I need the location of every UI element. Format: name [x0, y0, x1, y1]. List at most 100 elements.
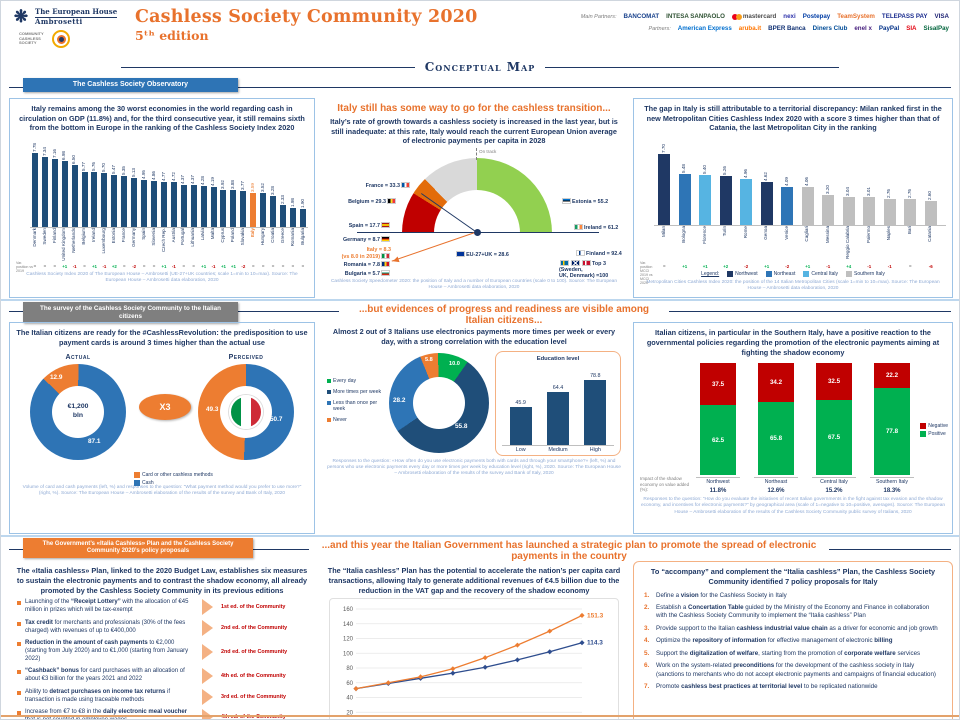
bar	[160, 181, 167, 227]
bar	[220, 189, 227, 227]
education-bar-value: 78.8	[590, 372, 601, 379]
row3-title: ...and this year the Italian Government …	[309, 540, 829, 563]
position-change: +2	[111, 263, 117, 269]
cities-legend: Legend: Northwest Northeast Central Italy S…	[640, 270, 946, 277]
education-bar-value: 45.9	[515, 399, 526, 406]
category-labels: Milan Bologna Florence Turin Rome Genoa Venice…	[654, 224, 946, 263]
proposal-text: Promote cashless best practices at terri…	[656, 683, 878, 691]
bar	[904, 199, 917, 225]
education-bar	[584, 379, 607, 445]
category-label-text: Spain	[140, 227, 146, 240]
bar-value: 5.77	[81, 162, 87, 172]
bar-value: 4.09	[783, 177, 789, 187]
proposal-number: 4.	[644, 637, 650, 645]
tab-italia-cashless-plan[interactable]: The Government’s «Italia Cashless» Plan …	[23, 538, 253, 559]
legend-swatch	[327, 378, 331, 383]
bar-value: 5.26	[722, 166, 728, 176]
bar	[121, 176, 128, 227]
svg-text:60: 60	[346, 681, 353, 687]
arrow-icon	[202, 643, 221, 660]
bar-column: 4.09	[777, 137, 798, 225]
community-edition-label: 2nd ed. of the Community	[221, 648, 288, 655]
svg-text:140: 140	[343, 622, 354, 628]
legend-swatch	[803, 270, 810, 277]
partner-logo-diners-club: Diners Club	[813, 25, 848, 32]
legend-swatch	[727, 270, 734, 277]
gauge-label: Top 3 (Sweden, UK, Denmark) =100	[559, 259, 627, 280]
panel-plan-scenarios: The “Italia cashless” Plan has the poten…	[321, 561, 627, 719]
ambrosetti-logo-icon: ❋	[13, 7, 29, 26]
panel-headline: Italian citizens, in particular in the S…	[646, 328, 940, 357]
row3: The «Italia cashless» Plan, linked to th…	[1, 561, 959, 719]
panel-metropolitan-cities-index: The gap in Italy is still attributable t…	[633, 98, 953, 299]
partner-logo-aruba-it: aruba.it	[739, 25, 761, 32]
arrow-icon	[202, 668, 221, 685]
row-separator	[1, 535, 959, 538]
bar	[210, 187, 217, 227]
position-change: =	[291, 263, 295, 269]
be-flag-icon	[387, 197, 396, 204]
category-label: Reggio Calabria	[839, 226, 860, 263]
legend-swatch	[920, 431, 927, 438]
category-label-text: Netherlands	[71, 227, 77, 253]
tab-cashless-society-observatory[interactable]: The Cashless Society Observatory	[23, 78, 238, 93]
bar	[41, 157, 48, 227]
region-stack: 37.5 62.5	[700, 363, 736, 476]
gauge-label-text: Belgium = 29.3	[348, 198, 386, 205]
legend-swatch	[327, 418, 331, 423]
tab-community-survey[interactable]: The survey of the Cashless Society Commu…	[23, 302, 238, 323]
donut-value: 87.1	[88, 437, 101, 445]
impact-value: 12.6%	[767, 488, 785, 495]
frequency-legend-item: Less than once per week	[327, 400, 383, 412]
bullet-icon	[17, 642, 21, 647]
svg-text:20: 20	[346, 710, 353, 716]
category-label-text: Luxembourg	[101, 227, 107, 254]
legend-text: Southern Italy	[854, 270, 885, 277]
bar-column: 5.76	[90, 137, 100, 227]
bar-column: 4.28	[199, 137, 209, 227]
row1: Italy remains among the 30 worst economi…	[1, 98, 959, 299]
bar-column: 3.04	[839, 137, 860, 225]
bar-column: 4.37	[189, 137, 199, 227]
bar-value: 4.77	[160, 171, 166, 181]
partners-label: Partners:	[648, 25, 671, 32]
partner-logo-bper-banca: BPER Banca	[768, 25, 805, 32]
partner-logo-label: BPER Banca	[768, 25, 806, 32]
panel-cashless-speedometer: Italy still has some way to go for the c…	[321, 98, 627, 298]
gauge-label-text: Romania = 7.8	[343, 261, 380, 268]
donut-center-label: €1,200 bln	[67, 403, 89, 419]
partner-logo-mastercard: mastercard	[731, 13, 776, 20]
measure-text: Ability to detract purchases on income t…	[25, 688, 171, 703]
bar	[81, 172, 88, 227]
bar	[200, 186, 207, 227]
measure-text: Reduction in the amount of cash payments…	[25, 640, 189, 662]
ie-flag-icon	[574, 223, 583, 230]
bar	[699, 174, 712, 225]
proposals-list: 1. Define a vision for the Cashless Socie…	[640, 592, 946, 692]
region-stack: 32.5 67.5	[816, 363, 852, 476]
bar-value: 1.90	[299, 198, 305, 208]
actual-label: Actual	[65, 353, 91, 361]
proposal-number: 1.	[644, 591, 650, 599]
divider-right	[545, 66, 840, 68]
position-change: =	[281, 263, 285, 269]
gauge-label-text: Italy = 8.3 (vs 8.0 in 2019)	[341, 246, 391, 261]
category-label: Czech Rep.	[159, 228, 169, 263]
bar-column: 7.16	[50, 137, 60, 227]
position-changes-label: Var. position MCCI 2019 vs MCCI 2020	[640, 260, 653, 285]
source-note: Cashless Society Index 2020 of The Europ…	[26, 271, 298, 284]
category-label: Catania	[921, 226, 942, 263]
category-label-text: Belgium	[81, 227, 87, 245]
position-change: -1	[867, 263, 872, 269]
negative-segment: 22.2	[874, 363, 910, 389]
donut-value: 49.3	[206, 405, 219, 413]
svg-text:100: 100	[343, 651, 354, 657]
donut-value: 5.8	[425, 357, 433, 364]
bar	[51, 158, 58, 227]
position-change: =	[261, 263, 265, 269]
multiplier-badge: X3	[139, 393, 191, 420]
bars-row: 7.70 5.48 5.40 5.26 4.96 4.62 4.09 4.06 3.20 3.04…	[640, 137, 946, 225]
main-partners-label: Main Partners:	[580, 13, 617, 20]
bar-column: 6.50	[70, 137, 80, 227]
legend-swatch	[134, 471, 140, 478]
